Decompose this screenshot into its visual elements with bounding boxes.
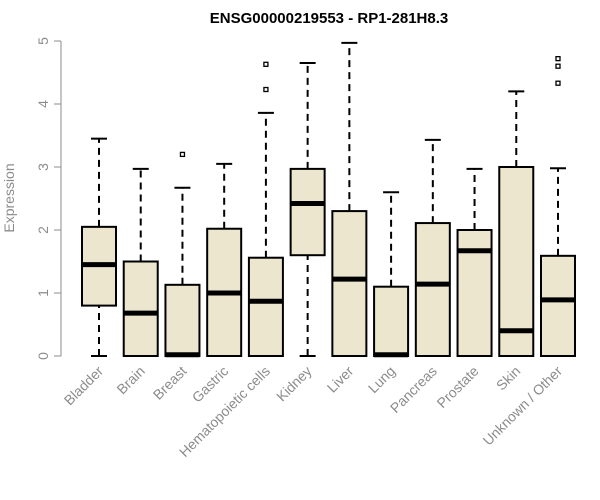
outlier-point bbox=[263, 86, 269, 93]
y-tick-label-4: 4 bbox=[35, 100, 51, 108]
box bbox=[498, 166, 535, 357]
category-label-kidney: Kidney bbox=[273, 363, 315, 405]
outlier-point bbox=[263, 61, 269, 67]
outlier-point bbox=[555, 55, 561, 62]
box-group-bladder bbox=[81, 137, 117, 357]
category-label-lung: Lung bbox=[365, 363, 398, 396]
category-label-prostate: Prostate bbox=[433, 363, 481, 411]
box bbox=[373, 285, 410, 358]
box bbox=[331, 210, 368, 357]
y-tick-label-1: 1 bbox=[35, 289, 51, 297]
category-label-unknown-other: Unknown / Other bbox=[480, 363, 566, 449]
category-label-bladder: Bladder bbox=[61, 363, 107, 409]
outlier-point bbox=[555, 80, 561, 86]
box-group-kidney bbox=[289, 62, 326, 357]
category-label-liver: Liver bbox=[324, 363, 357, 396]
chart-title: ENSG00000219553 - RP1-281H8.3 bbox=[210, 10, 449, 27]
box bbox=[540, 254, 576, 357]
y-tick-label-3: 3 bbox=[35, 163, 51, 171]
box bbox=[414, 222, 451, 357]
outlier-point bbox=[179, 151, 186, 158]
box-group-gastric bbox=[206, 162, 243, 358]
box-group-lung bbox=[373, 191, 410, 358]
box-group-unknown-other bbox=[540, 55, 576, 357]
box-group-skin bbox=[498, 90, 535, 357]
box-group-liver bbox=[331, 41, 368, 357]
category-label-breast: Breast bbox=[150, 363, 190, 403]
y-tick-label-5: 5 bbox=[35, 37, 51, 45]
box-group-pancreas bbox=[414, 138, 451, 357]
box bbox=[164, 283, 201, 357]
boxes-layer bbox=[81, 41, 576, 358]
box-group-brain bbox=[122, 167, 159, 357]
box-group-prostate bbox=[456, 167, 493, 357]
y-axis: 0 1 2 3 4 5 bbox=[35, 37, 62, 360]
category-label-brain: Brain bbox=[113, 363, 147, 397]
y-tick-label-0: 0 bbox=[35, 352, 51, 360]
box bbox=[289, 167, 326, 257]
box-group-hematopoietic-cells bbox=[247, 61, 284, 357]
box bbox=[247, 256, 284, 357]
box-group-breast bbox=[164, 151, 201, 358]
y-tick-label-2: 2 bbox=[35, 226, 51, 234]
y-axis-label: Expression bbox=[1, 163, 17, 232]
category-label-skin: Skin bbox=[493, 363, 524, 394]
box bbox=[122, 260, 159, 357]
outlier-point bbox=[555, 63, 561, 69]
